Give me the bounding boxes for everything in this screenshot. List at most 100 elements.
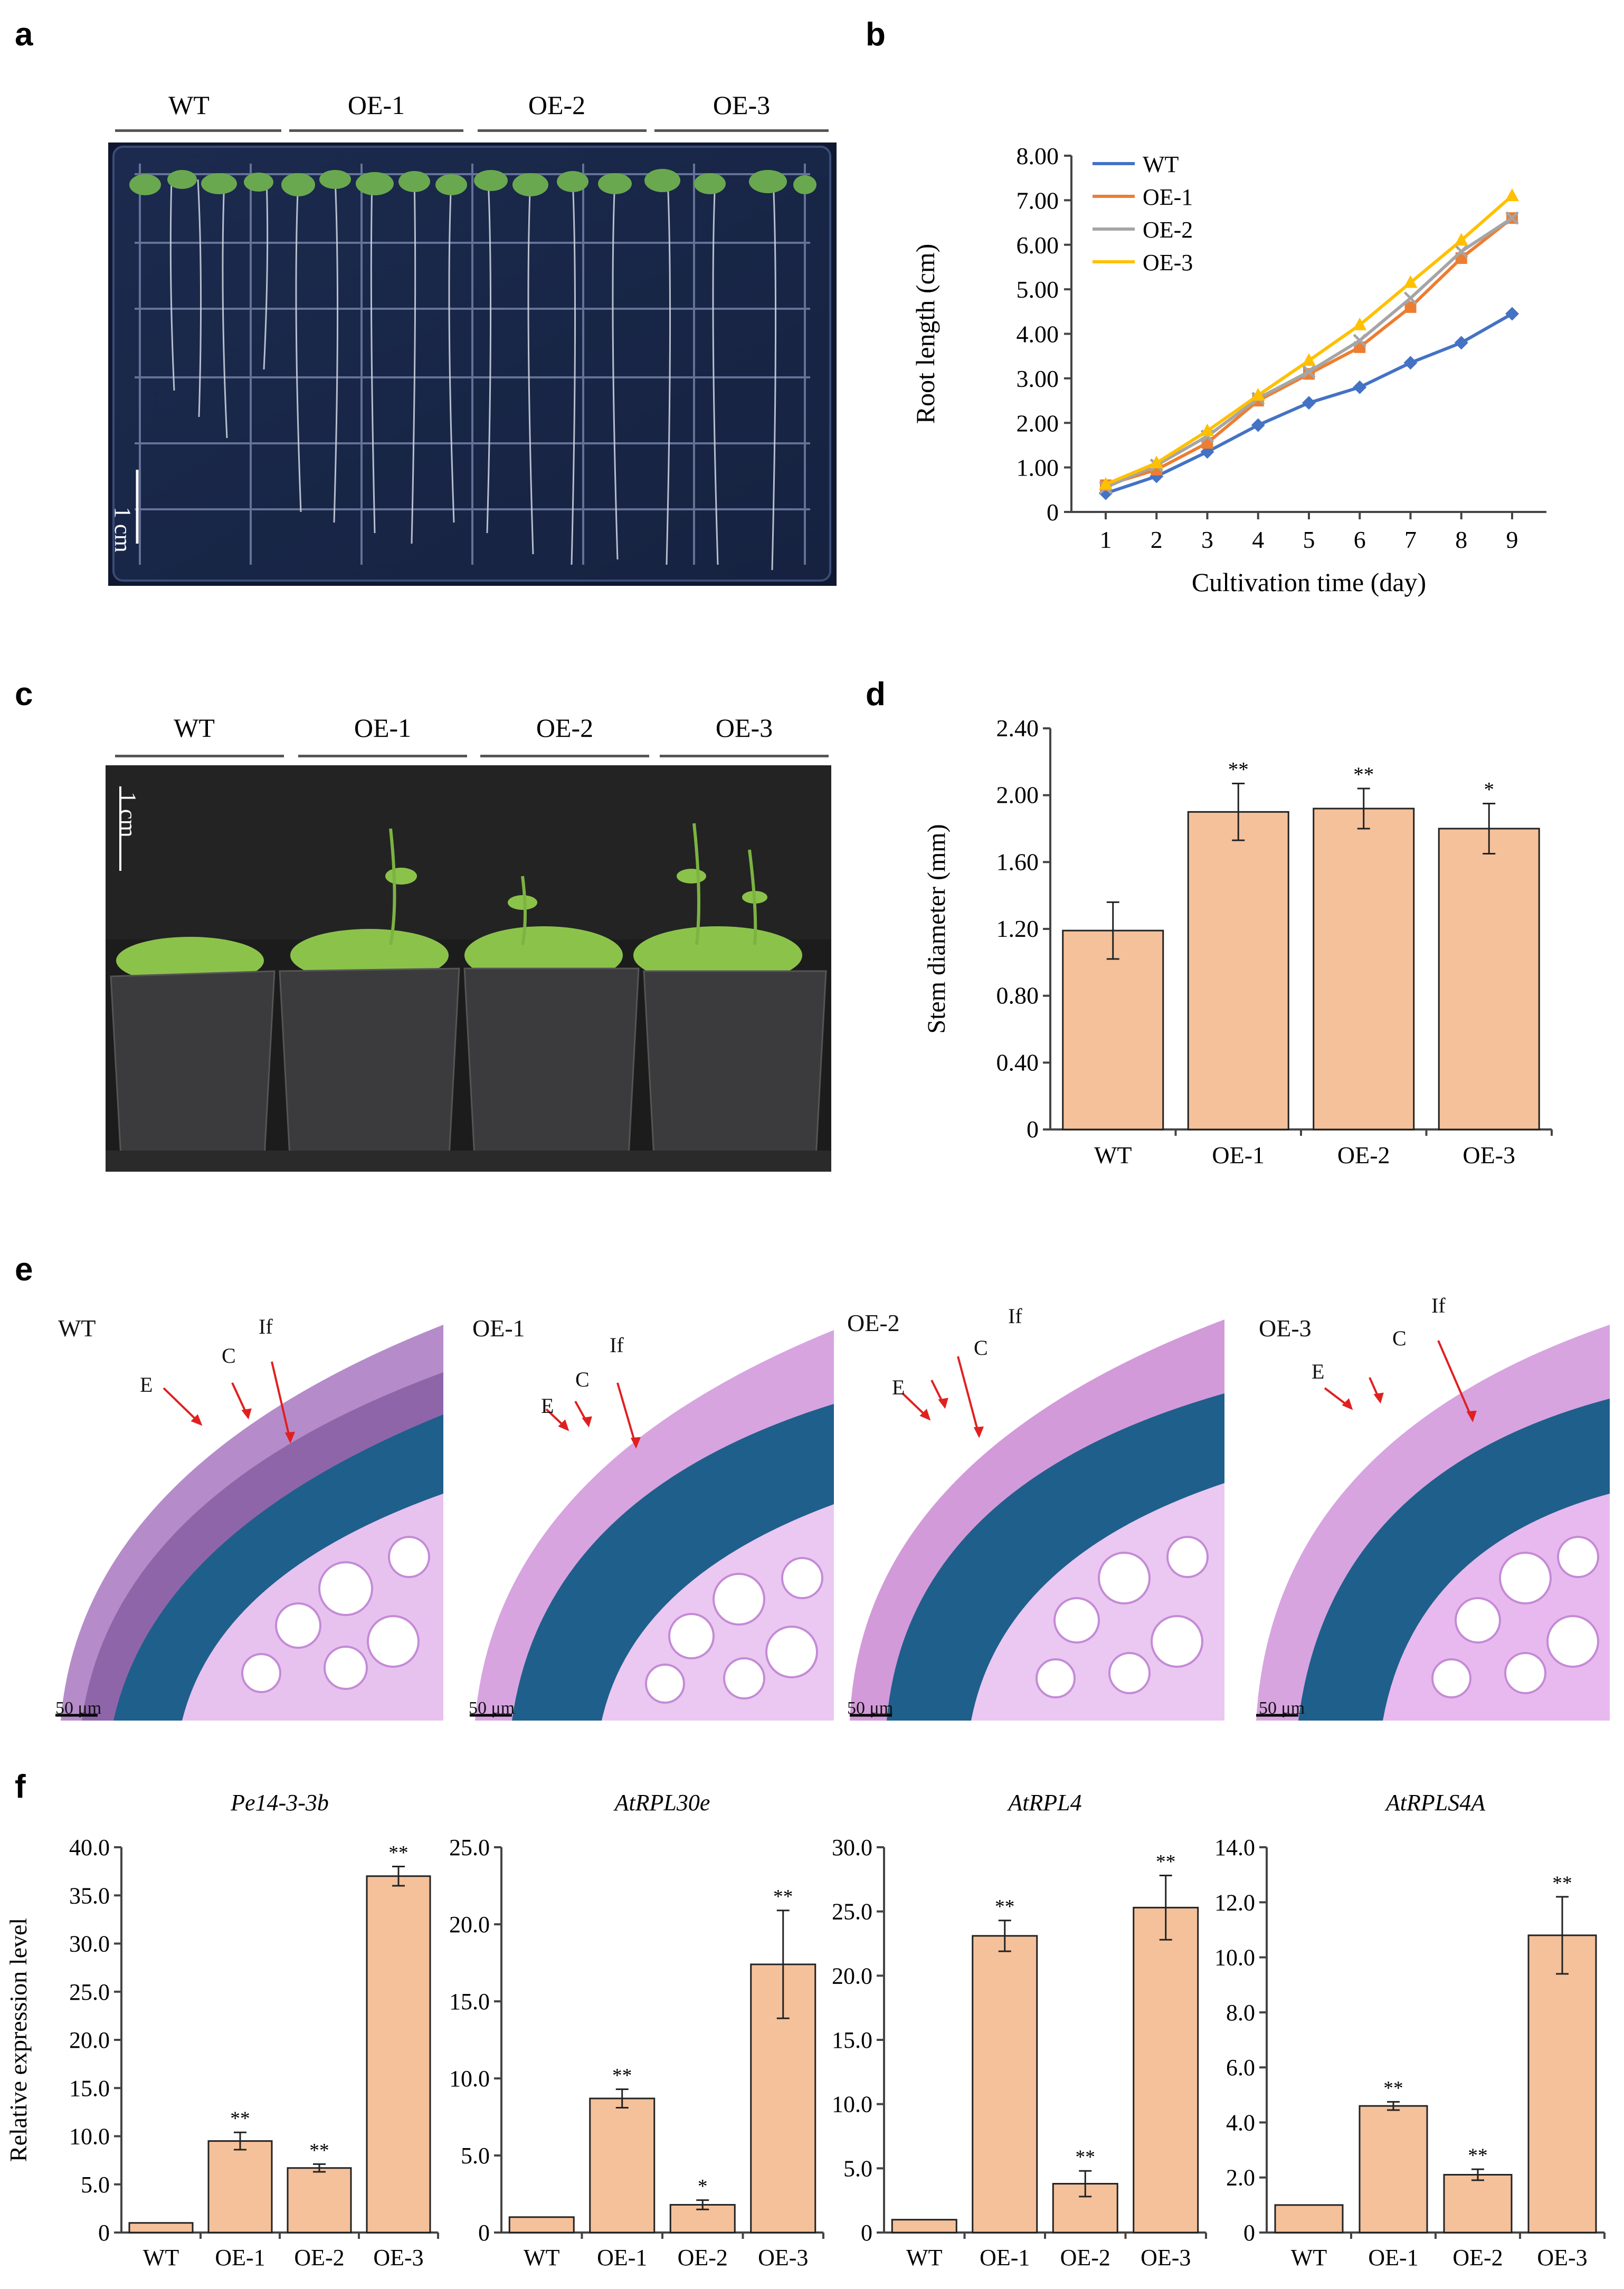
bar (1527, 1934, 1597, 2234)
y-tick-label: 1.00 (1017, 454, 1059, 481)
genotype-label: OE-1 (347, 90, 405, 120)
y-tick-label: 25.0 (449, 1835, 490, 1860)
section-label: C (222, 1344, 236, 1367)
cross-section-oe1 (464, 1283, 834, 1721)
y-tick-label: 30.0 (832, 1835, 872, 1860)
x-tick-label: OE-2 (678, 2245, 728, 2271)
x-tick-label: 3 (1201, 526, 1213, 553)
genotype-bracket (478, 129, 647, 132)
bar (1133, 1906, 1199, 2234)
genotype-bracket (298, 755, 467, 757)
x-tick-label: OE-3 (1141, 2245, 1191, 2271)
chart-root-length: 0 1.00 2.00 3.00 4.00 5.00 6.00 7.00 8.00 1 2 3 4 5 6 7… (910, 143, 1546, 597)
section-label: E (541, 1394, 554, 1418)
x-tick-label: 8 (1455, 526, 1467, 553)
data-point (1454, 233, 1468, 246)
section-label: If (610, 1333, 624, 1357)
significance-mark: ** (1156, 1851, 1175, 1873)
y-tick-label: 15.0 (832, 2027, 872, 2053)
data-point (1353, 380, 1367, 394)
y-tick-label: 6.0 (1226, 2055, 1255, 2081)
y-axis-title: Root length (cm) (910, 244, 940, 424)
y-tick-label: 0 (478, 2220, 490, 2246)
y-tick-label: 10.0 (832, 2092, 872, 2117)
data-point (1251, 387, 1265, 401)
significance-mark: ** (309, 2140, 329, 2161)
data-point (1099, 477, 1113, 490)
y-tick-label: 3.00 (1017, 365, 1059, 392)
scale-bar-label: 50 μm (55, 1698, 102, 1718)
data-point (1200, 423, 1214, 436)
bar (508, 2216, 575, 2234)
genotype-label: WT (168, 90, 210, 120)
bar (287, 2167, 352, 2234)
bar (128, 2222, 194, 2234)
chart-expression-atrpl4: 0 5.0 10.0 15.0 20.0 25.0 30.0 WT ** OE-1 ** OE-2 **… (832, 1790, 1207, 2271)
y-tick-label: 20.0 (449, 1912, 490, 1937)
x-tick-label: OE-1 (980, 2245, 1030, 2271)
y-axis-title: Relative expression level (5, 1918, 32, 2162)
y-tick-label: 0 (1243, 2220, 1255, 2246)
panel-letter-b: b (866, 16, 886, 53)
data-point (1302, 396, 1316, 410)
x-tick-label: OE-3 (1462, 1142, 1515, 1169)
significance-mark: * (698, 2176, 708, 2198)
y-tick-label: 2.0 (1226, 2165, 1255, 2191)
y-tick-label: 1.20 (996, 915, 1039, 942)
y-tick-label: 15.0 (69, 2075, 110, 2101)
y-tick-label: 0.80 (996, 982, 1039, 1009)
significance-mark: ** (1353, 763, 1374, 786)
genotype-label: OE-1 (354, 713, 412, 743)
section-title: WT (58, 1315, 96, 1342)
bar (1062, 929, 1164, 1131)
x-tick-label: OE-3 (1537, 2245, 1587, 2271)
bar (1438, 828, 1540, 1131)
y-tick-label: 15.0 (449, 1989, 490, 2015)
y-axis-title: Stem diameter (mm) (923, 824, 951, 1033)
x-tick-label: 1 (1100, 526, 1112, 553)
chart-title: AtRPLS4A (1384, 1790, 1486, 1816)
data-point (1403, 275, 1418, 288)
section-label: E (1312, 1360, 1325, 1383)
legend-label: WT (1143, 151, 1179, 177)
y-tick-label: 0 (1047, 499, 1059, 526)
data-point (1302, 365, 1316, 378)
genotype-label: OE-3 (713, 90, 771, 120)
significance-mark: ** (612, 2065, 632, 2086)
scale-bar-label: 50 μm (469, 1698, 515, 1718)
y-tick-label: 5.0 (81, 2172, 110, 2198)
y-tick-label: 1.60 (996, 848, 1039, 875)
significance-mark: ** (1383, 2077, 1403, 2099)
x-tick-label: 7 (1404, 526, 1417, 553)
y-tick-label: 7.00 (1017, 187, 1059, 214)
x-tick-label: 5 (1303, 526, 1315, 553)
y-tick-label: 2.00 (1017, 410, 1059, 436)
chart-stem-diameter: 0 0.40 0.80 1.20 1.60 2.00 2.40 WT ** OE-1 ** OE-2 *… (923, 715, 1553, 1169)
cross-section-oe3 (1251, 1283, 1610, 1721)
genotype-bracket (115, 129, 281, 132)
significance-mark: ** (1552, 1873, 1572, 1894)
genotype-label: WT (174, 713, 215, 743)
x-tick-label: OE-2 (1452, 2245, 1503, 2271)
y-tick-label: 8.00 (1017, 143, 1059, 169)
y-tick-label: 10.0 (1214, 1945, 1255, 1971)
chart-title: Pe14-3-3b (230, 1790, 329, 1816)
genotype-label: OE-2 (536, 713, 594, 743)
section-title: OE-1 (472, 1315, 525, 1342)
section-label: If (259, 1315, 273, 1338)
section-title: OE-2 (847, 1309, 900, 1336)
root-plate-photo (108, 143, 837, 586)
x-tick-label: OE-2 (294, 2245, 344, 2271)
data-point (1302, 353, 1316, 366)
legend-label: OE-1 (1143, 184, 1193, 210)
panel-letter-e: e (15, 1251, 33, 1288)
data-point (1505, 307, 1519, 321)
scale-bar-label: 50 μm (847, 1698, 894, 1718)
y-tick-label: 35.0 (69, 1883, 110, 1908)
section-label: C (974, 1336, 988, 1360)
genotype-bracket (654, 129, 829, 132)
x-tick-label: OE-1 (597, 2245, 647, 2271)
y-tick-label: 2.40 (996, 715, 1039, 742)
genotype-label: OE-3 (715, 713, 773, 743)
x-tick-label: OE-2 (1060, 2245, 1110, 2271)
